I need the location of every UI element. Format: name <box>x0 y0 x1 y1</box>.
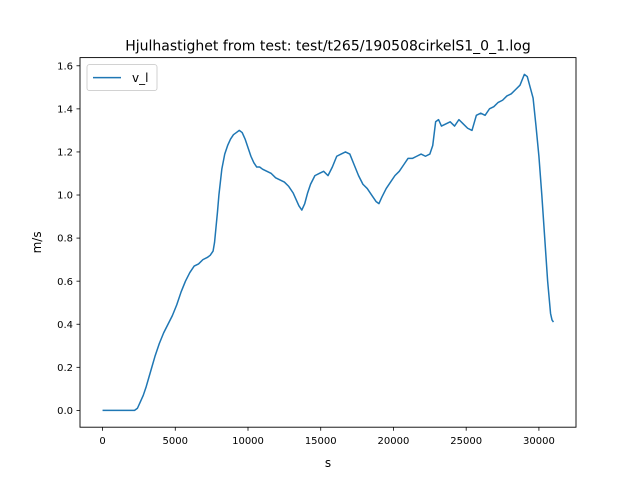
y-tick-label: 1.0 <box>57 191 73 202</box>
y-tick-label: 0.6 <box>57 277 73 288</box>
x-tick-label: 0 <box>99 436 105 447</box>
axes-frame <box>79 57 577 428</box>
legend: v_l <box>86 64 158 92</box>
x-axis-ticks: 0 5000 10000 15000 20000 25000 30000 <box>99 427 555 447</box>
x-tick-label: 25000 <box>450 436 482 447</box>
plot-area <box>79 57 577 428</box>
x-tick-label: 5000 <box>163 436 188 447</box>
x-tick-label: 30000 <box>523 436 555 447</box>
x-axis-label: s <box>325 456 331 470</box>
legend-label: v_l <box>132 71 148 85</box>
y-tick-label: 1.4 <box>57 104 73 115</box>
y-tick-label: 1.6 <box>57 61 73 72</box>
y-axis-label: m/s <box>30 231 44 253</box>
legend-box <box>86 64 158 92</box>
y-tick-label: 0.0 <box>57 406 73 417</box>
y-tick-label: 0.8 <box>57 234 73 245</box>
y-tick-label: 0.4 <box>57 320 73 331</box>
chart-title: Hjulhastighet from test: test/t265/19050… <box>125 39 531 55</box>
x-tick-label: 20000 <box>378 436 410 447</box>
y-tick-label: 1.2 <box>57 148 73 159</box>
x-tick-label: 10000 <box>232 436 264 447</box>
series-line-v-l <box>102 73 555 412</box>
x-tick-label: 15000 <box>305 436 337 447</box>
y-axis-ticks: 0.0 0.2 0.4 0.6 0.8 1.0 1.2 1.4 1.6 <box>57 61 80 417</box>
y-tick-label: 0.2 <box>57 363 73 374</box>
series-layer <box>102 73 555 412</box>
